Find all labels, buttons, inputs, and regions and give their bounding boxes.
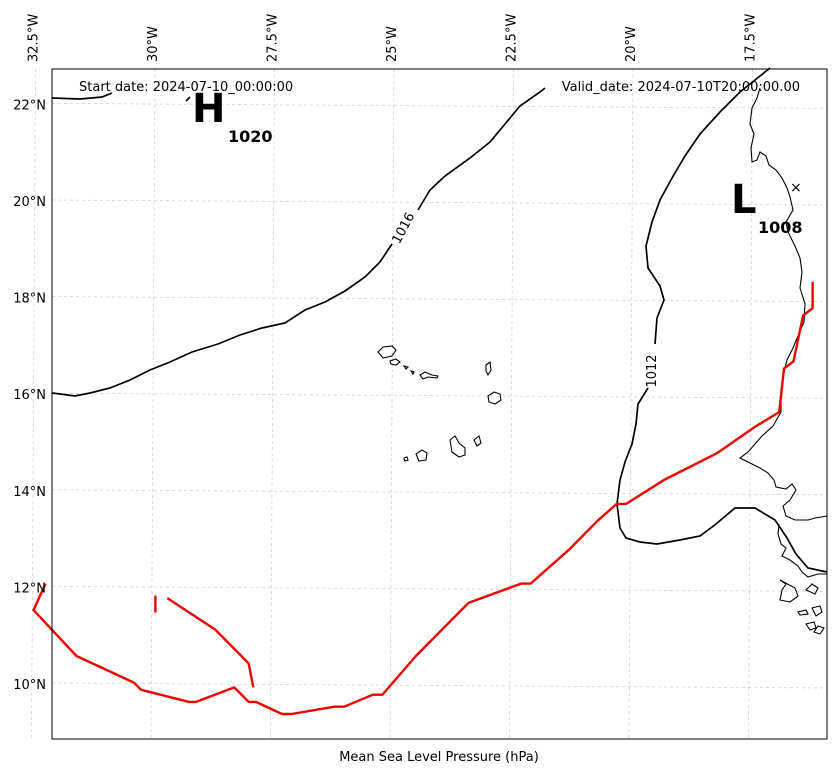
map-frame [51,68,828,740]
parallel-line [51,392,828,399]
isobar-1016 [51,87,546,397]
lon-tick-label: 20°W [624,26,639,62]
meridian-line [31,68,36,740]
contour-label-1016: 1016 [390,210,419,246]
parallel-line [51,103,828,109]
lat-tick-label: 14°N [13,485,46,500]
lat-tick-label: 22°N [13,98,46,113]
meridian-line [509,68,514,740]
lon-tick-label: 30°W [146,26,161,62]
island-sao-nicolau [409,369,415,376]
lon-tick-label: 22.5°W [505,14,520,62]
meridian-line [389,68,395,740]
low-pressure-marker: L [731,177,757,223]
coastline-small-islands [797,605,825,635]
storm-track-fragment [166,597,255,688]
parallel-line [51,682,828,689]
island-santo-antao [377,345,397,359]
cape-verde-islands [377,345,502,462]
lon-tick-label: 17.5°W [744,14,759,62]
start-date-label: Start date: 2024-07-10_00:00:00 [79,80,293,95]
parallel-line [51,489,828,496]
axis-ticks: 32.5°W 30°W 27.5°W 25°W 22.5°W 20°W 17.5°W 22°N… [13,14,758,693]
x-axis-label: Mean Sea Level Pressure (hPa) [339,750,539,765]
island-sal [485,360,492,377]
meridian-line [150,68,156,740]
island-fogo [415,449,428,462]
valid-date-label: Valid_date: 2024-07-10T20:00:00.00 [562,80,800,95]
island-boa-vista [487,391,502,405]
island-santiago [449,435,466,458]
low-pressure-value: 1008 [758,218,803,237]
parallel-line [51,199,828,206]
lon-tick-label: 25°W [385,26,400,62]
island-sao-vicente [389,358,401,366]
lat-tick-label: 12°N [13,581,46,596]
low-center-cross-icon: × [790,180,802,196]
coastline-west-africa [738,87,828,521]
coastline-guinea [777,523,827,578]
lat-tick-label: 16°N [13,388,46,403]
contour-label-1012: 1012 [645,354,660,387]
island-brava [403,456,409,462]
lon-tick-label: 27.5°W [266,14,281,62]
africa-coastline [738,87,828,635]
high-pressure-value: 1020 [228,127,273,146]
parallel-line [51,296,828,302]
coastline-islands-bijagos [779,579,819,603]
storm-track [32,281,814,716]
isobars [51,67,828,573]
island-maio [473,435,482,447]
isobar-1012 [616,67,828,573]
meridian-line [628,68,634,740]
lat-tick-label: 10°N [13,678,46,693]
lat-tick-label: 18°N [13,292,46,307]
meridian-line [748,68,753,740]
island-sao-nicolau-main [419,371,439,380]
graticule-grid [31,68,828,740]
high-pressure-marker: H [192,86,225,132]
lat-tick-label: 20°N [13,195,46,210]
meridian-line [270,68,275,740]
lon-tick-label: 32.5°W [27,14,42,62]
parallel-line [51,586,828,592]
island-santa-luzia [402,365,410,370]
storm-track-line [32,281,814,716]
